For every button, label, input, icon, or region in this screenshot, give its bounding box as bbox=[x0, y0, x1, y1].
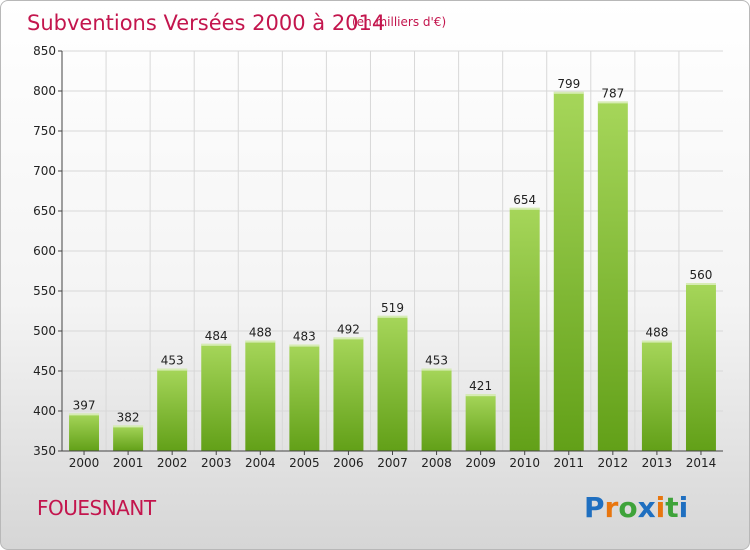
grid-lines bbox=[62, 50, 723, 451]
bar bbox=[641, 340, 672, 451]
bar bbox=[113, 425, 144, 451]
bar-value-label: 488 bbox=[645, 326, 668, 340]
bar bbox=[245, 340, 276, 451]
bar-highlight bbox=[201, 343, 232, 346]
y-tick-label: 750 bbox=[33, 124, 56, 138]
bar-highlight bbox=[597, 101, 628, 104]
bar-value-label: 453 bbox=[161, 354, 184, 368]
chart-title: Subventions Versées 2000 à 2014 bbox=[27, 11, 385, 35]
x-tick-label: 2012 bbox=[598, 456, 629, 470]
bar bbox=[377, 315, 408, 451]
bar bbox=[597, 101, 628, 452]
bar-highlight bbox=[157, 368, 188, 371]
bar-highlight bbox=[69, 413, 100, 416]
bar bbox=[553, 91, 584, 452]
bar-highlight bbox=[377, 315, 408, 318]
x-tick-label: 2003 bbox=[201, 456, 232, 470]
y-tick-label: 400 bbox=[33, 404, 56, 418]
logo-letter: P bbox=[584, 491, 605, 524]
logo-letter: o bbox=[618, 491, 637, 524]
bar-highlight bbox=[509, 207, 540, 210]
logo-letter: t bbox=[665, 491, 678, 524]
logo-letter: x bbox=[638, 491, 656, 524]
bar bbox=[685, 283, 716, 451]
bar-value-label: 484 bbox=[205, 329, 228, 343]
x-tick-label: 2005 bbox=[289, 456, 320, 470]
location-label: FOUESNANT bbox=[37, 496, 157, 520]
bar-highlight bbox=[465, 394, 496, 397]
bar-value-label: 488 bbox=[249, 326, 272, 340]
bar-highlight bbox=[421, 368, 452, 371]
bar-value-label: 483 bbox=[293, 330, 316, 344]
bar-highlight bbox=[685, 283, 716, 285]
bar bbox=[465, 394, 496, 451]
bar-highlight bbox=[553, 91, 584, 94]
logo-letter: i bbox=[679, 491, 689, 524]
x-tick-label: 2000 bbox=[69, 456, 100, 470]
bar bbox=[509, 207, 540, 451]
y-tick-label: 500 bbox=[33, 324, 56, 338]
x-tick-label: 2006 bbox=[333, 456, 364, 470]
y-tick-label: 700 bbox=[33, 164, 56, 178]
bar bbox=[69, 413, 100, 451]
x-tick-label: 2008 bbox=[421, 456, 452, 470]
bar-highlight bbox=[641, 340, 672, 343]
bar-value-label: 421 bbox=[469, 379, 492, 393]
bar bbox=[157, 368, 188, 451]
bar-value-label: 560 bbox=[690, 268, 713, 282]
bar-value-label: 654 bbox=[513, 193, 536, 207]
y-tick-label: 350 bbox=[33, 444, 56, 458]
bar bbox=[201, 343, 232, 451]
bar-highlight bbox=[113, 425, 144, 428]
proxiti-logo: Proxiti bbox=[584, 491, 688, 524]
bar-value-label: 799 bbox=[557, 77, 580, 91]
bar bbox=[333, 337, 364, 451]
bar-value-label: 382 bbox=[117, 410, 140, 424]
x-tick-label: 2001 bbox=[113, 456, 144, 470]
y-tick-label: 550 bbox=[33, 284, 56, 298]
x-tick-label: 2010 bbox=[509, 456, 540, 470]
bar-value-label: 397 bbox=[73, 398, 96, 412]
bar-highlight bbox=[289, 344, 320, 347]
x-tick-label: 2009 bbox=[465, 456, 496, 470]
x-tick-label: 2007 bbox=[377, 456, 408, 470]
bar-highlight bbox=[333, 337, 364, 340]
x-tick-label: 2002 bbox=[157, 456, 188, 470]
x-tick-label: 2004 bbox=[245, 456, 276, 470]
bar-value-label: 519 bbox=[381, 301, 404, 315]
x-tick-label: 2014 bbox=[686, 456, 717, 470]
bar bbox=[421, 368, 452, 451]
bar-highlight bbox=[245, 340, 276, 343]
bar-value-label: 453 bbox=[425, 354, 448, 368]
logo-letter: i bbox=[656, 491, 666, 524]
axes: 350 400 450 500 550 600 650 700 750 800 850 2000 200… bbox=[33, 44, 723, 470]
logo-letter: r bbox=[605, 491, 619, 524]
y-tick-label: 600 bbox=[33, 244, 56, 258]
bars: 397 382 453 484 488 483 492 519 453 421 654 799 787 4… bbox=[69, 77, 716, 452]
bar bbox=[289, 344, 320, 451]
x-tick-label: 2013 bbox=[642, 456, 673, 470]
y-tick-label: 850 bbox=[33, 44, 56, 58]
y-tick-label: 650 bbox=[33, 204, 56, 218]
chart-subtitle: (en milliers d'€) bbox=[352, 15, 446, 29]
x-tick-label: 2011 bbox=[553, 456, 584, 470]
y-tick-label: 450 bbox=[33, 364, 56, 378]
bar-value-label: 787 bbox=[601, 86, 624, 100]
bar-value-label: 492 bbox=[337, 322, 360, 336]
y-tick-label: 800 bbox=[33, 84, 56, 98]
